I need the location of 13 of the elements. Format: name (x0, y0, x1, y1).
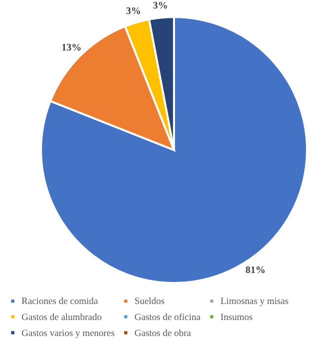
data-label: 3% (152, 0, 168, 12)
data-label: 3% (126, 6, 142, 17)
legend-label: Gastos de oficina (134, 312, 202, 323)
data-label: 13% (61, 42, 82, 54)
legend-label: Gastos de alumbrado (22, 312, 102, 323)
legend-label: Raciones de comida (22, 297, 99, 308)
legend-label: Sueldos (134, 297, 165, 308)
legend-label: Gastos de obra (134, 328, 192, 339)
pie-slice (40, 16, 308, 284)
legend-label: Gastos varios y menores (22, 328, 115, 339)
legend-label: Insumos (220, 312, 253, 323)
legend-label: Limosnas y misas (220, 297, 289, 308)
data-label: 81% (246, 264, 266, 276)
